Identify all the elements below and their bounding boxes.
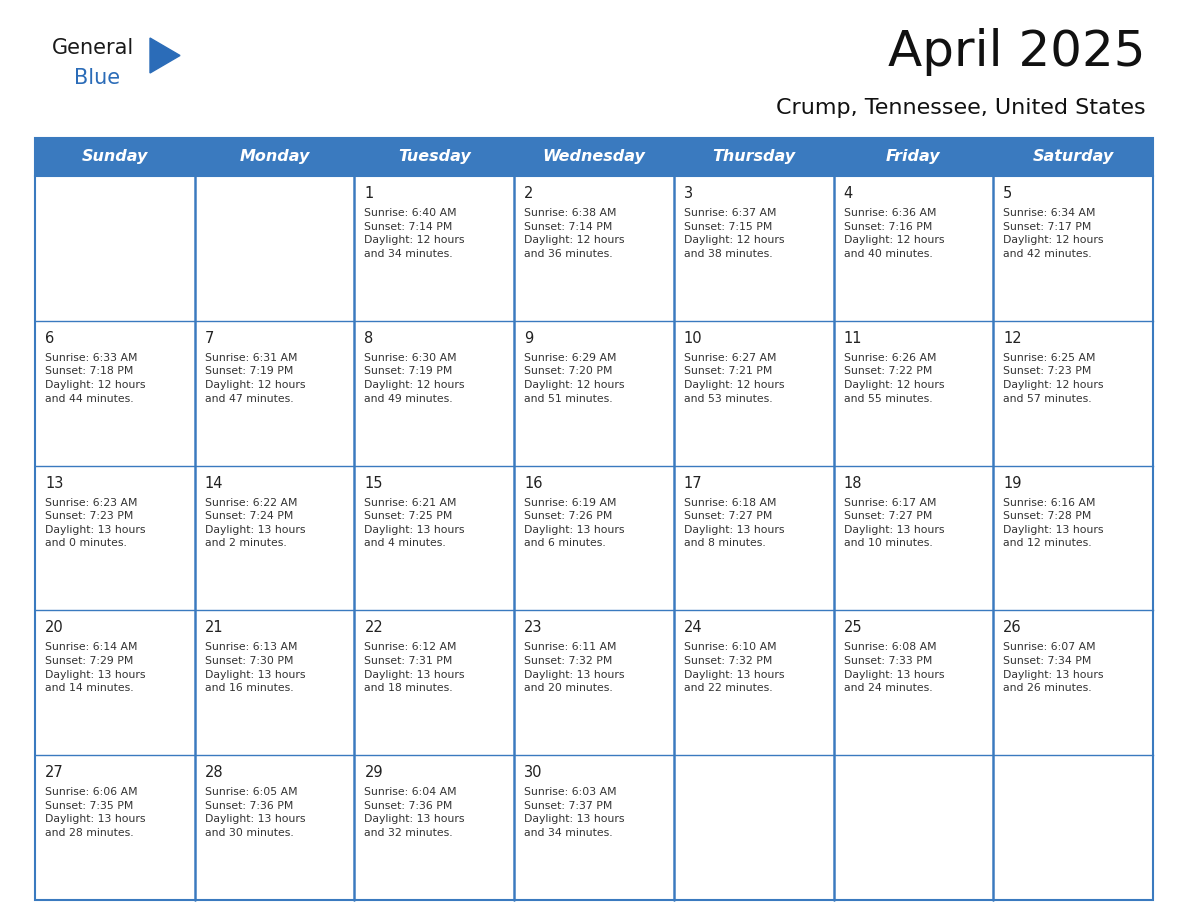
Text: 11: 11 bbox=[843, 330, 862, 346]
Text: Sunrise: 6:31 AM
Sunset: 7:19 PM
Daylight: 12 hours
and 47 minutes.: Sunrise: 6:31 AM Sunset: 7:19 PM Dayligh… bbox=[204, 353, 305, 404]
Text: Thursday: Thursday bbox=[712, 150, 795, 164]
Text: 22: 22 bbox=[365, 621, 384, 635]
Text: April 2025: April 2025 bbox=[889, 28, 1146, 76]
Text: 28: 28 bbox=[204, 766, 223, 780]
Text: Sunrise: 6:30 AM
Sunset: 7:19 PM
Daylight: 12 hours
and 49 minutes.: Sunrise: 6:30 AM Sunset: 7:19 PM Dayligh… bbox=[365, 353, 465, 404]
Text: 16: 16 bbox=[524, 476, 543, 490]
Bar bbox=[34, 138, 1154, 176]
Text: 30: 30 bbox=[524, 766, 543, 780]
Text: 29: 29 bbox=[365, 766, 383, 780]
Text: Sunrise: 6:12 AM
Sunset: 7:31 PM
Daylight: 13 hours
and 18 minutes.: Sunrise: 6:12 AM Sunset: 7:31 PM Dayligh… bbox=[365, 643, 465, 693]
Text: Saturday: Saturday bbox=[1032, 150, 1114, 164]
Text: 26: 26 bbox=[1004, 621, 1022, 635]
Text: Sunrise: 6:21 AM
Sunset: 7:25 PM
Daylight: 13 hours
and 4 minutes.: Sunrise: 6:21 AM Sunset: 7:25 PM Dayligh… bbox=[365, 498, 465, 548]
Bar bbox=[34, 320, 1154, 465]
Text: Sunrise: 6:05 AM
Sunset: 7:36 PM
Daylight: 13 hours
and 30 minutes.: Sunrise: 6:05 AM Sunset: 7:36 PM Dayligh… bbox=[204, 788, 305, 838]
Bar bbox=[34, 138, 1154, 900]
Bar bbox=[34, 465, 1154, 610]
Text: 9: 9 bbox=[524, 330, 533, 346]
Text: Sunday: Sunday bbox=[82, 150, 148, 164]
Text: Sunrise: 6:36 AM
Sunset: 7:16 PM
Daylight: 12 hours
and 40 minutes.: Sunrise: 6:36 AM Sunset: 7:16 PM Dayligh… bbox=[843, 208, 944, 259]
Text: Wednesday: Wednesday bbox=[543, 150, 645, 164]
Text: Friday: Friday bbox=[886, 150, 941, 164]
Text: 21: 21 bbox=[204, 621, 223, 635]
Text: Sunrise: 6:26 AM
Sunset: 7:22 PM
Daylight: 12 hours
and 55 minutes.: Sunrise: 6:26 AM Sunset: 7:22 PM Dayligh… bbox=[843, 353, 944, 404]
Text: 4: 4 bbox=[843, 186, 853, 201]
Text: 5: 5 bbox=[1004, 186, 1012, 201]
Text: 14: 14 bbox=[204, 476, 223, 490]
Text: Sunrise: 6:03 AM
Sunset: 7:37 PM
Daylight: 13 hours
and 34 minutes.: Sunrise: 6:03 AM Sunset: 7:37 PM Dayligh… bbox=[524, 788, 625, 838]
Bar bbox=[34, 610, 1154, 756]
Text: 12: 12 bbox=[1004, 330, 1022, 346]
Text: Tuesday: Tuesday bbox=[398, 150, 470, 164]
Text: Sunrise: 6:17 AM
Sunset: 7:27 PM
Daylight: 13 hours
and 10 minutes.: Sunrise: 6:17 AM Sunset: 7:27 PM Dayligh… bbox=[843, 498, 944, 548]
Text: Sunrise: 6:08 AM
Sunset: 7:33 PM
Daylight: 13 hours
and 24 minutes.: Sunrise: 6:08 AM Sunset: 7:33 PM Dayligh… bbox=[843, 643, 944, 693]
Bar bbox=[34, 138, 1154, 900]
Text: 7: 7 bbox=[204, 330, 214, 346]
Text: Monday: Monday bbox=[240, 150, 310, 164]
Text: 18: 18 bbox=[843, 476, 862, 490]
Text: Sunrise: 6:40 AM
Sunset: 7:14 PM
Daylight: 12 hours
and 34 minutes.: Sunrise: 6:40 AM Sunset: 7:14 PM Dayligh… bbox=[365, 208, 465, 259]
Text: Sunrise: 6:16 AM
Sunset: 7:28 PM
Daylight: 13 hours
and 12 minutes.: Sunrise: 6:16 AM Sunset: 7:28 PM Dayligh… bbox=[1004, 498, 1104, 548]
Text: Sunrise: 6:37 AM
Sunset: 7:15 PM
Daylight: 12 hours
and 38 minutes.: Sunrise: 6:37 AM Sunset: 7:15 PM Dayligh… bbox=[684, 208, 784, 259]
Text: Blue: Blue bbox=[74, 68, 120, 88]
Text: 19: 19 bbox=[1004, 476, 1022, 490]
Text: 20: 20 bbox=[45, 621, 64, 635]
Text: Sunrise: 6:14 AM
Sunset: 7:29 PM
Daylight: 13 hours
and 14 minutes.: Sunrise: 6:14 AM Sunset: 7:29 PM Dayligh… bbox=[45, 643, 145, 693]
Text: Sunrise: 6:23 AM
Sunset: 7:23 PM
Daylight: 13 hours
and 0 minutes.: Sunrise: 6:23 AM Sunset: 7:23 PM Dayligh… bbox=[45, 498, 145, 548]
Text: Sunrise: 6:10 AM
Sunset: 7:32 PM
Daylight: 13 hours
and 22 minutes.: Sunrise: 6:10 AM Sunset: 7:32 PM Dayligh… bbox=[684, 643, 784, 693]
Polygon shape bbox=[150, 38, 181, 73]
Text: 2: 2 bbox=[524, 186, 533, 201]
Text: Sunrise: 6:22 AM
Sunset: 7:24 PM
Daylight: 13 hours
and 2 minutes.: Sunrise: 6:22 AM Sunset: 7:24 PM Dayligh… bbox=[204, 498, 305, 548]
Text: 8: 8 bbox=[365, 330, 374, 346]
Text: Sunrise: 6:27 AM
Sunset: 7:21 PM
Daylight: 12 hours
and 53 minutes.: Sunrise: 6:27 AM Sunset: 7:21 PM Dayligh… bbox=[684, 353, 784, 404]
Text: Sunrise: 6:06 AM
Sunset: 7:35 PM
Daylight: 13 hours
and 28 minutes.: Sunrise: 6:06 AM Sunset: 7:35 PM Dayligh… bbox=[45, 788, 145, 838]
Text: Sunrise: 6:38 AM
Sunset: 7:14 PM
Daylight: 12 hours
and 36 minutes.: Sunrise: 6:38 AM Sunset: 7:14 PM Dayligh… bbox=[524, 208, 625, 259]
Text: 15: 15 bbox=[365, 476, 383, 490]
Text: 24: 24 bbox=[684, 621, 702, 635]
Text: Sunrise: 6:33 AM
Sunset: 7:18 PM
Daylight: 12 hours
and 44 minutes.: Sunrise: 6:33 AM Sunset: 7:18 PM Dayligh… bbox=[45, 353, 145, 404]
Text: General: General bbox=[52, 38, 134, 58]
Text: 25: 25 bbox=[843, 621, 862, 635]
Text: 10: 10 bbox=[684, 330, 702, 346]
Text: Sunrise: 6:34 AM
Sunset: 7:17 PM
Daylight: 12 hours
and 42 minutes.: Sunrise: 6:34 AM Sunset: 7:17 PM Dayligh… bbox=[1004, 208, 1104, 259]
Text: Sunrise: 6:07 AM
Sunset: 7:34 PM
Daylight: 13 hours
and 26 minutes.: Sunrise: 6:07 AM Sunset: 7:34 PM Dayligh… bbox=[1004, 643, 1104, 693]
Text: Sunrise: 6:25 AM
Sunset: 7:23 PM
Daylight: 12 hours
and 57 minutes.: Sunrise: 6:25 AM Sunset: 7:23 PM Dayligh… bbox=[1004, 353, 1104, 404]
Text: 3: 3 bbox=[684, 186, 693, 201]
Text: Crump, Tennessee, United States: Crump, Tennessee, United States bbox=[777, 98, 1146, 118]
Text: Sunrise: 6:04 AM
Sunset: 7:36 PM
Daylight: 13 hours
and 32 minutes.: Sunrise: 6:04 AM Sunset: 7:36 PM Dayligh… bbox=[365, 788, 465, 838]
Bar bbox=[34, 176, 1154, 320]
Text: 6: 6 bbox=[45, 330, 55, 346]
Text: 1: 1 bbox=[365, 186, 374, 201]
Text: Sunrise: 6:11 AM
Sunset: 7:32 PM
Daylight: 13 hours
and 20 minutes.: Sunrise: 6:11 AM Sunset: 7:32 PM Dayligh… bbox=[524, 643, 625, 693]
Text: Sunrise: 6:19 AM
Sunset: 7:26 PM
Daylight: 13 hours
and 6 minutes.: Sunrise: 6:19 AM Sunset: 7:26 PM Dayligh… bbox=[524, 498, 625, 548]
Text: 13: 13 bbox=[45, 476, 63, 490]
Text: Sunrise: 6:13 AM
Sunset: 7:30 PM
Daylight: 13 hours
and 16 minutes.: Sunrise: 6:13 AM Sunset: 7:30 PM Dayligh… bbox=[204, 643, 305, 693]
Text: 23: 23 bbox=[524, 621, 543, 635]
Text: 27: 27 bbox=[45, 766, 64, 780]
Text: Sunrise: 6:29 AM
Sunset: 7:20 PM
Daylight: 12 hours
and 51 minutes.: Sunrise: 6:29 AM Sunset: 7:20 PM Dayligh… bbox=[524, 353, 625, 404]
Text: Sunrise: 6:18 AM
Sunset: 7:27 PM
Daylight: 13 hours
and 8 minutes.: Sunrise: 6:18 AM Sunset: 7:27 PM Dayligh… bbox=[684, 498, 784, 548]
Text: 17: 17 bbox=[684, 476, 702, 490]
Bar bbox=[34, 756, 1154, 900]
